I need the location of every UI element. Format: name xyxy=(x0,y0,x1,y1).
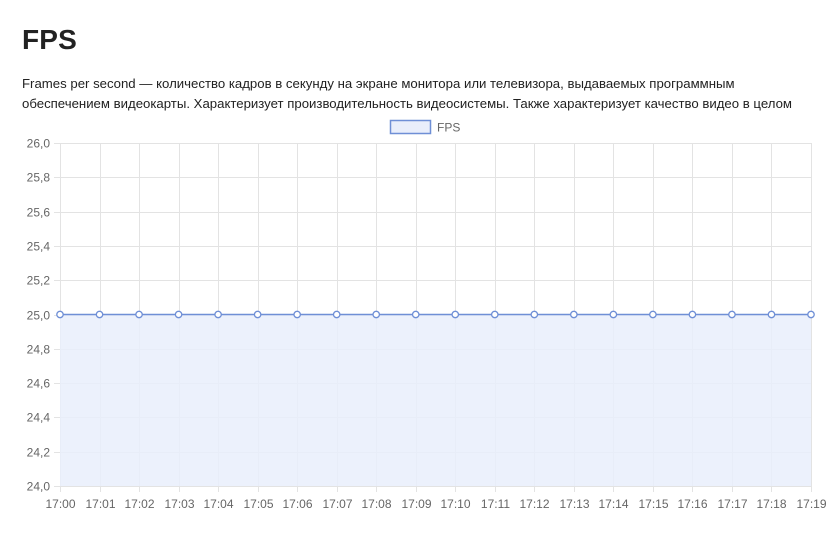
fps-data-point[interactable] xyxy=(451,310,460,319)
fps-data-point[interactable] xyxy=(214,310,222,319)
x-tick-label: 17:18 xyxy=(756,497,786,511)
x-tick-label: 17:02 xyxy=(124,497,154,511)
fps-data-point[interactable] xyxy=(332,310,341,319)
x-tick-label: 17:19 xyxy=(796,497,826,511)
page-description: Frames per second — количество кадров в … xyxy=(22,74,834,113)
fps-data-point[interactable] xyxy=(807,310,815,319)
fps-data-point[interactable] xyxy=(530,310,539,319)
legend-label: FPS xyxy=(437,121,460,135)
fps-data-point[interactable] xyxy=(56,310,64,319)
chart-legend[interactable]: FPS xyxy=(389,119,461,135)
fps-data-point[interactable] xyxy=(253,310,262,319)
y-tick-label: 25,8 xyxy=(27,171,51,185)
description-line-1: Frames per second — количество кадров в … xyxy=(22,76,735,91)
chart-points-layer xyxy=(56,310,815,319)
x-tick-label: 17:04 xyxy=(203,497,233,511)
x-tick-label: 17:16 xyxy=(677,497,707,511)
x-tick-label: 17:05 xyxy=(243,497,273,511)
x-tick-label: 17:01 xyxy=(85,497,115,511)
x-tick-label: 17:10 xyxy=(440,497,470,511)
fps-data-point[interactable] xyxy=(728,310,736,319)
x-tick-label: 17:17 xyxy=(717,497,747,511)
fps-data-point[interactable] xyxy=(293,310,302,319)
x-tick-label: 17:14 xyxy=(598,497,628,511)
fps-data-point[interactable] xyxy=(372,310,381,319)
x-tick-label: 17:13 xyxy=(559,497,589,511)
fps-data-point[interactable] xyxy=(649,310,657,319)
x-tick-label: 17:07 xyxy=(322,497,352,511)
y-tick-label: 25,6 xyxy=(27,206,51,220)
x-tick-label: 17:12 xyxy=(519,497,549,511)
fps-data-point[interactable] xyxy=(767,310,776,319)
fps-data-point[interactable] xyxy=(688,310,697,319)
y-tick-label: 24,8 xyxy=(27,343,51,357)
fps-data-point[interactable] xyxy=(174,310,183,319)
description-line-2: обеспечением видеокарты. Характеризует п… xyxy=(22,95,792,111)
x-tick-label: 17:09 xyxy=(401,497,431,511)
x-tick-label: 17:06 xyxy=(282,497,312,511)
x-axis-ticks: 17:00 17:01 17:02 17:03 17:04 17:05 17:06 17:07… xyxy=(45,497,826,511)
x-tick-label: 17:08 xyxy=(361,497,391,511)
fps-area-fill xyxy=(60,314,811,486)
y-tick-label: 24,4 xyxy=(27,411,51,425)
chart-area-layer xyxy=(60,313,811,486)
y-tick-label: 26,0 xyxy=(27,137,51,151)
x-tick-label: 17:03 xyxy=(164,497,194,511)
fps-data-point[interactable] xyxy=(95,310,104,319)
x-tick-label: 17:00 xyxy=(45,497,75,511)
y-tick-label: 24,0 xyxy=(27,480,51,494)
y-tick-label: 24,2 xyxy=(27,446,51,460)
legend-swatch xyxy=(389,119,432,135)
y-axis-ticks: 26,0 25,8 25,6 25,4 25,2 25,0 24,8 24,6 24,4 24,2… xyxy=(27,137,51,494)
fps-data-point[interactable] xyxy=(411,310,420,319)
x-tick-label: 17:11 xyxy=(481,497,510,511)
fps-data-point[interactable] xyxy=(135,310,143,319)
y-tick-label: 25,0 xyxy=(27,309,51,323)
fps-data-point[interactable] xyxy=(569,310,578,319)
page-title: FPS xyxy=(22,24,78,55)
x-tick-label: 17:15 xyxy=(638,497,668,511)
fps-data-point[interactable] xyxy=(609,310,618,319)
y-tick-label: 25,4 xyxy=(27,240,51,254)
y-tick-label: 24,6 xyxy=(27,377,51,391)
fps-data-point[interactable] xyxy=(490,310,499,319)
y-tick-label: 25,2 xyxy=(27,274,51,288)
